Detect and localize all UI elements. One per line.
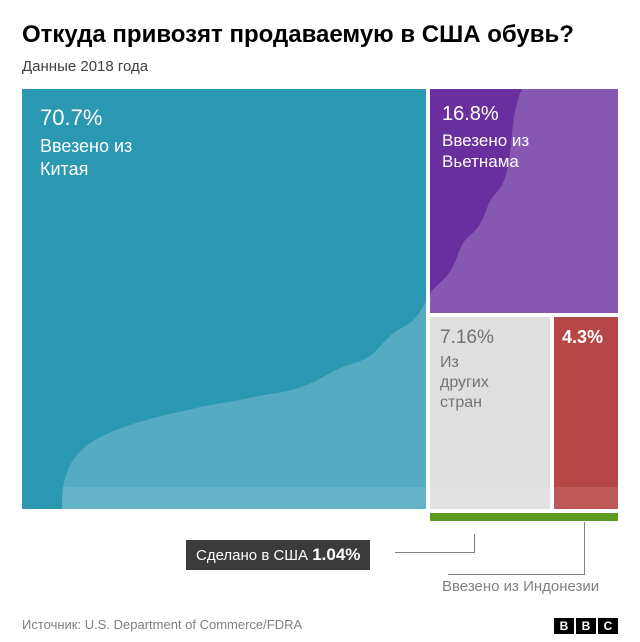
callout-usa-pct: 1.04% — [312, 545, 360, 564]
bbc-b1: B — [554, 618, 574, 634]
leader-indo-v — [584, 522, 585, 574]
block-indonesia: 4.3% — [554, 317, 618, 509]
block-vietnam: 16.8% Ввезено изВьетнама — [430, 89, 618, 313]
chart-subtitle: Данные 2018 года — [22, 58, 618, 75]
leader-usa-h — [395, 552, 475, 553]
leader-usa-v — [474, 534, 475, 552]
treemap-chart: 70.7% Ввезено изКитая 16.8% Ввезено изВь… — [22, 89, 618, 521]
other-label: Издругихстран — [440, 353, 550, 413]
block-usa — [430, 513, 618, 521]
block-china: 70.7% Ввезено изКитая — [22, 89, 426, 509]
callout-indonesia: Ввезено из Индонезии — [442, 578, 599, 595]
china-pct: 70.7% — [40, 105, 426, 131]
callout-usa: Сделано в США 1.04% — [186, 540, 370, 570]
other-pct: 7.16% — [440, 327, 550, 349]
vietnam-label: Ввезено изВьетнама — [442, 130, 618, 173]
bbc-b2: B — [576, 618, 596, 634]
source-text: Источник: U.S. Department of Commerce/FD… — [22, 617, 302, 632]
leader-indo-h — [448, 574, 585, 575]
chart-title: Откуда привозят продаваемую в США обувь? — [22, 20, 618, 50]
china-label: Ввезено изКитая — [40, 135, 426, 180]
indonesia-pct: 4.3% — [562, 327, 618, 348]
block-other: 7.16% Издругихстран — [430, 317, 550, 509]
vietnam-pct: 16.8% — [442, 103, 618, 126]
callout-usa-prefix: Сделано в США — [196, 547, 312, 564]
bbc-c: C — [598, 618, 618, 634]
bbc-logo: B B C — [554, 618, 618, 634]
